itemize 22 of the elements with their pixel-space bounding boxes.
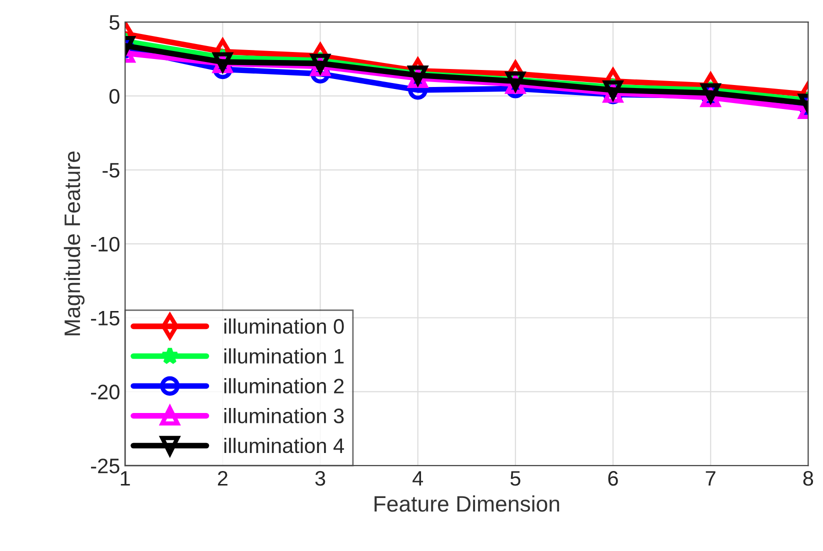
x-tick-label: 3 bbox=[315, 471, 326, 486]
x-axis-title: Feature Dimension bbox=[374, 495, 560, 512]
x-tick-label: 1 bbox=[120, 471, 130, 486]
y-tick-label: -20 bbox=[91, 384, 120, 400]
y-tick-label: -25 bbox=[91, 458, 120, 474]
legend-label: illumination 3 bbox=[224, 408, 344, 424]
y-tick-label: -15 bbox=[91, 310, 120, 326]
x-tick-label: 8 bbox=[803, 471, 814, 486]
legend-label: illumination 1 bbox=[224, 348, 344, 364]
x-tick-label: 7 bbox=[706, 471, 716, 486]
x-tick-label: 2 bbox=[218, 471, 228, 486]
legend-label: illumination 0 bbox=[224, 318, 344, 334]
y-axis-title: Magnitude Feature bbox=[64, 152, 85, 336]
y-tick-label: -10 bbox=[91, 236, 120, 252]
x-tick-label: 4 bbox=[412, 471, 424, 486]
y-tick-label: 5 bbox=[109, 15, 120, 30]
y-tick-label: 0 bbox=[109, 88, 120, 104]
y-tick-label: -5 bbox=[102, 163, 120, 178]
x-tick-label: 5 bbox=[510, 471, 520, 486]
x-tick-label: 6 bbox=[608, 471, 618, 486]
legend-label: illumination 2 bbox=[224, 378, 344, 394]
legend-label: illumination 4 bbox=[224, 438, 344, 454]
